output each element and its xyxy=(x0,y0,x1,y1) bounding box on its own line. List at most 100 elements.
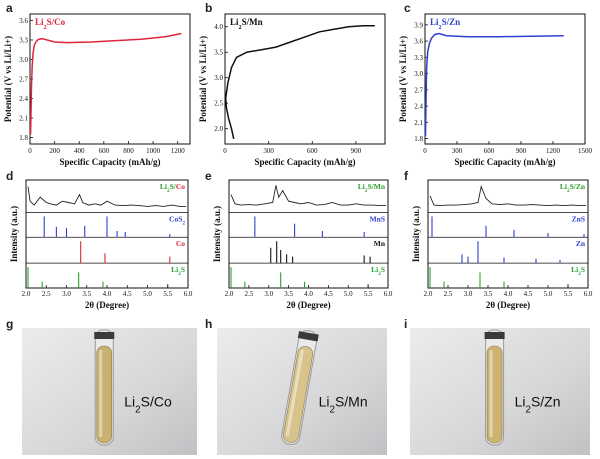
panel-a: 0 200 400 600 800 1000 1200 1.8 2.1 2.4 2.7 3.0 3.3 3… xyxy=(3,13,191,167)
x-tick-label: 3.5 xyxy=(284,290,293,298)
x-tick-label: 3.5 xyxy=(484,290,493,298)
tube-cap xyxy=(484,332,505,339)
x-tick-label: 6.0 xyxy=(584,290,593,298)
sample-label: Li2S/Zn xyxy=(430,17,460,31)
panel-letter-g: g xyxy=(6,317,13,331)
y-axis-label: Intensity (a.u.) xyxy=(9,206,19,262)
photo-caption: Li2S/Zn xyxy=(515,394,561,416)
x-axis-label: Specific Capacity (mAh/g) xyxy=(255,157,356,167)
panel-letter-f: f xyxy=(404,169,409,183)
sample-label-part: 2 xyxy=(44,24,47,31)
photo-caption-part: S/Zn xyxy=(531,394,561,410)
y-axis-label: Potential (V vs Li/Li+) xyxy=(198,36,208,122)
x-tick-label: 300 xyxy=(452,147,463,155)
panel-letter-b: b xyxy=(205,1,212,15)
test-tube xyxy=(94,329,115,446)
x-tick-label: 2.5 xyxy=(444,290,453,298)
tube-liquid xyxy=(486,345,503,444)
tube-highlight xyxy=(489,350,493,437)
x-tick-label: 4.0 xyxy=(504,290,513,298)
x-tick-label: 5.5 xyxy=(564,290,573,298)
x-axis-label: 2θ (Degree) xyxy=(486,300,530,310)
x-tick-label: 5.0 xyxy=(344,290,353,298)
plot-frame xyxy=(424,13,586,145)
x-tick-label: 600 xyxy=(484,147,495,155)
ref-label-Li2S: Li2S xyxy=(171,265,185,277)
xrd-sample-label-part: Li xyxy=(560,182,567,191)
ref-label-Li2S-part: Li xyxy=(171,265,178,274)
x-tick-label: 3.5 xyxy=(82,290,91,298)
y-tick-label: 2.5 xyxy=(214,100,223,108)
sample-label-part: Li xyxy=(35,17,44,27)
x-tick-label: 5.0 xyxy=(544,290,553,298)
xrd-sample-label-part: S/Mn xyxy=(367,182,385,191)
panel-letter-c: c xyxy=(404,1,411,15)
y-tick-label: 2.0 xyxy=(214,125,223,133)
x-axis-label: 2θ (Degree) xyxy=(286,300,330,310)
sample-label-part: Li xyxy=(230,17,239,27)
ref-label-ZnS-part: ZnS xyxy=(572,214,585,223)
sample-label-part: S/Mn xyxy=(242,17,263,27)
y-tick-label: 3.0 xyxy=(414,70,423,78)
x-tick-label: 0 xyxy=(423,147,427,155)
ref-label-Li2S: Li2S xyxy=(371,265,385,277)
ref-label-Li2S-part: S xyxy=(381,265,385,274)
x-tick-label: 5.5 xyxy=(364,290,373,298)
photo-caption-part: 2 xyxy=(135,404,140,415)
ref-label-CoS2-part: 2 xyxy=(182,220,185,226)
photo-g: Li2S/Co xyxy=(22,328,197,455)
photo-caption-part: 2 xyxy=(330,404,335,415)
xrd-sample-label-part: S/ xyxy=(170,182,177,191)
photo-caption: Li2S/Co xyxy=(124,394,172,416)
x-tick-label: 600 xyxy=(99,147,110,155)
ref-label-Li2S-part: S xyxy=(581,265,585,274)
sample-label-part: 2 xyxy=(239,24,242,31)
y-tick-label: 3.6 xyxy=(414,38,423,46)
y-tick-label: 3.0 xyxy=(214,74,223,82)
x-tick-label: 3.0 xyxy=(464,290,473,298)
sample-label-part: S/Zn xyxy=(442,17,461,27)
xrd-sample-label: Li2S/Zn xyxy=(560,182,586,194)
ref-label-Li2S-part: S xyxy=(181,265,185,274)
y-axis-label: Potential (V vs Li/Li+) xyxy=(398,36,408,122)
panel-c: 0 300 600 900 1200 1500 1.8 2.1 2.4 2.7 3.0 3.3 3.6 3… xyxy=(398,13,593,167)
xrd-sample-label-part: 2 xyxy=(567,188,570,194)
test-tube xyxy=(484,329,505,446)
x-tick-label: 3.0 xyxy=(264,290,273,298)
tube-highlight xyxy=(285,349,304,436)
x-tick-label: 0 xyxy=(223,147,227,155)
y-tick-label: 1.8 xyxy=(19,134,28,142)
sample-label-part: 2 xyxy=(439,24,442,31)
y-tick-label: 2.7 xyxy=(414,86,423,94)
xrd-sample-label-part: 2 xyxy=(167,188,170,194)
ref-label-MnS: MnS xyxy=(370,214,385,223)
voltage-curve-c xyxy=(424,32,564,136)
panel-letter-i: i xyxy=(404,317,407,331)
y-tick-label: 3.0 xyxy=(19,56,28,64)
y-tick-label: 3.5 xyxy=(214,49,223,57)
y-tick-label: 2.4 xyxy=(19,95,28,103)
x-tick-label: 4.5 xyxy=(123,290,132,298)
x-tick-label: 2.0 xyxy=(225,290,234,298)
xrd-sample-label-part: Li xyxy=(160,182,167,191)
plot-frame xyxy=(224,13,386,145)
xrd-sample-label: Li2S/Mn xyxy=(358,182,386,194)
plot-frame xyxy=(29,13,191,145)
x-tick-label: 1000 xyxy=(146,147,161,155)
x-tick-label: 5.5 xyxy=(163,290,172,298)
sample-label-part: S/Co xyxy=(47,17,66,27)
photo-caption-part: Li xyxy=(515,394,526,410)
ref-label-Li2S-part: Li xyxy=(371,265,378,274)
panel-letter-a: a xyxy=(6,1,13,15)
photo-caption-part: Li xyxy=(124,394,135,410)
x-tick-label: 1200 xyxy=(171,147,186,155)
photo-caption-part: S/Mn xyxy=(335,394,368,410)
ref-label-MnS-part: MnS xyxy=(370,214,385,223)
ref-label-CoS2: CoS2 xyxy=(169,214,185,226)
ref-label-Co-part: Co xyxy=(176,239,185,248)
tube-cap xyxy=(297,331,319,342)
tube-liquid xyxy=(283,346,314,443)
y-tick-label: 3.3 xyxy=(414,54,423,62)
